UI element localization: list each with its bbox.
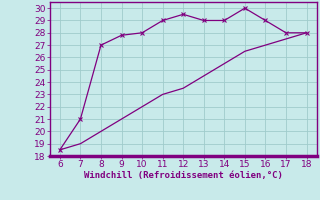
X-axis label: Windchill (Refroidissement éolien,°C): Windchill (Refroidissement éolien,°C)	[84, 171, 283, 180]
